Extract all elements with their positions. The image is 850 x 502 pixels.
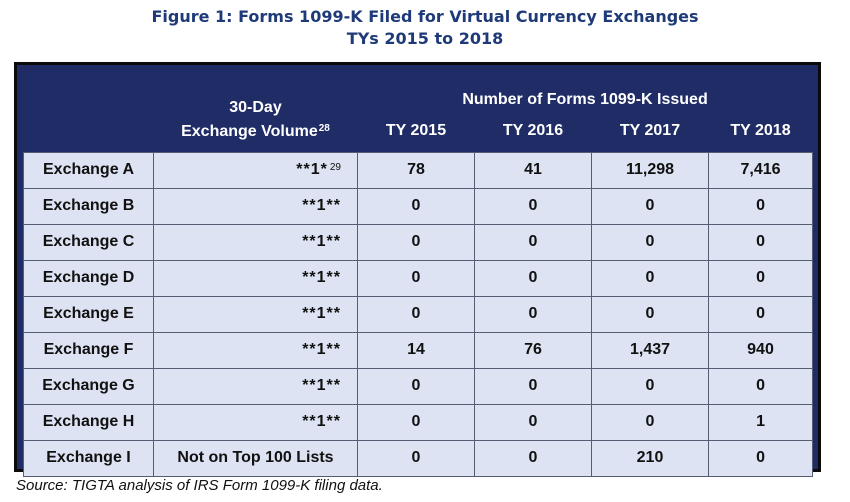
table-row: Exchange I Not on Top 100 Lists 0 0 210 …: [23, 439, 814, 477]
figure-title-line2: TYs 2015 to 2018: [346, 29, 504, 48]
value-cell: 0: [707, 223, 814, 261]
value-cell: 0: [707, 295, 814, 333]
value-cell: 0: [357, 187, 475, 225]
value-cell: 0: [357, 259, 475, 297]
header-exchange-cell: [23, 71, 154, 152]
value-cell: 41: [474, 151, 592, 189]
exchange-name: Exchange I: [23, 439, 154, 477]
header-year: TY 2017: [591, 111, 709, 152]
exchange-volume: **1**: [153, 187, 358, 225]
exchange-name: Exchange H: [23, 403, 154, 441]
value-cell: 0: [474, 259, 592, 297]
exchange-volume: **1**: [153, 295, 358, 333]
value-cell: 0: [474, 187, 592, 225]
exchange-volume: **1**: [153, 367, 358, 405]
value-cell: 76: [474, 331, 592, 369]
value-cell: 0: [474, 367, 592, 405]
exchange-volume: **1* 29: [153, 151, 358, 189]
header-year: TY 2018: [708, 111, 813, 152]
value-cell: 0: [474, 403, 592, 441]
table-frame: 30-Day Exchange Volume28 Number of Forms…: [14, 62, 821, 477]
volume-value: **1**: [302, 269, 341, 286]
header-volume-cell: 30-Day Exchange Volume28: [153, 71, 358, 152]
value-cell: 0: [357, 295, 475, 333]
exchange-name: Exchange F: [23, 331, 154, 369]
exchange-name: Exchange A: [23, 151, 154, 189]
value-cell: 0: [357, 223, 475, 261]
header-year: TY 2015: [357, 111, 475, 152]
table-body: Exchange A **1* 29 78 41 11,298 7,416 Exc…: [23, 151, 814, 477]
exchange-volume: **1**: [153, 331, 358, 369]
value-cell: 0: [591, 295, 709, 333]
value-cell: 0: [474, 439, 592, 477]
table-row: Exchange C **1** 0 0 0 0: [23, 223, 814, 261]
volume-value: **1**: [302, 413, 341, 430]
exchange-volume: **1**: [153, 259, 358, 297]
figure-title: Figure 1: Forms 1099-K Filed for Virtual…: [0, 6, 850, 50]
value-cell: 0: [591, 403, 709, 441]
header-volume-footnote: 28: [318, 122, 330, 134]
exchange-name: Exchange C: [23, 223, 154, 261]
volume-footnote: 29: [329, 162, 341, 173]
table-row: Exchange B **1** 0 0 0 0: [23, 187, 814, 225]
exchange-volume: Not on Top 100 Lists: [153, 439, 358, 477]
figure-title-line1: Figure 1: Forms 1099-K Filed for Virtual…: [151, 7, 699, 26]
table-row: Exchange H **1** 0 0 0 1: [23, 403, 814, 441]
exchange-name: Exchange B: [23, 187, 154, 225]
value-cell: 7,416: [707, 151, 814, 189]
header-volume-line2: Exchange Volume28: [154, 118, 358, 142]
volume-value: **1**: [302, 377, 341, 394]
exchange-volume: **1**: [153, 223, 358, 261]
volume-value: **1**: [302, 341, 341, 358]
forms-1099k-table: 30-Day Exchange Volume28 Number of Forms…: [23, 71, 814, 477]
exchange-name: Exchange D: [23, 259, 154, 297]
value-cell: 210: [591, 439, 709, 477]
table-header: 30-Day Exchange Volume28 Number of Forms…: [23, 71, 813, 152]
value-cell: 0: [357, 403, 475, 441]
value-cell: 0: [474, 295, 592, 333]
value-cell: 11,298: [591, 151, 709, 189]
value-cell: 0: [591, 187, 709, 225]
value-cell: 0: [357, 439, 475, 477]
exchange-volume: **1**: [153, 403, 358, 441]
volume-value: **1*: [296, 161, 328, 178]
value-cell: 0: [707, 439, 814, 477]
value-cell: 0: [707, 259, 814, 297]
value-cell: 78: [357, 151, 475, 189]
value-cell: 1: [707, 403, 814, 441]
value-cell: 0: [357, 367, 475, 405]
volume-value: Not on Top 100 Lists: [177, 449, 334, 466]
volume-value: **1**: [302, 305, 341, 322]
value-cell: 1,437: [591, 331, 709, 369]
value-cell: 0: [707, 367, 814, 405]
value-cell: 0: [591, 367, 709, 405]
value-cell: 0: [474, 223, 592, 261]
value-cell: 0: [591, 259, 709, 297]
header-volume-text: Exchange Volume: [181, 122, 318, 140]
volume-value: **1**: [302, 197, 341, 214]
header-year: TY 2016: [474, 111, 592, 152]
table-row: Exchange A **1* 29 78 41 11,298 7,416: [23, 151, 814, 189]
exchange-name: Exchange E: [23, 295, 154, 333]
header-volume-line1: 30-Day: [229, 98, 282, 116]
value-cell: 14: [357, 331, 475, 369]
table-row: Exchange F **1** 14 76 1,437 940: [23, 331, 814, 369]
header-group-label: Number of Forms 1099-K Issued: [357, 71, 813, 111]
exchange-name: Exchange G: [23, 367, 154, 405]
volume-value: **1**: [302, 233, 341, 250]
value-cell: 940: [707, 331, 814, 369]
table-row: Exchange G **1** 0 0 0 0: [23, 367, 814, 405]
value-cell: 0: [707, 187, 814, 225]
source-note: Source: TIGTA analysis of IRS Form 1099-…: [16, 477, 383, 494]
table-row: Exchange D **1** 0 0 0 0: [23, 259, 814, 297]
value-cell: 0: [591, 223, 709, 261]
table-row: Exchange E **1** 0 0 0 0: [23, 295, 814, 333]
